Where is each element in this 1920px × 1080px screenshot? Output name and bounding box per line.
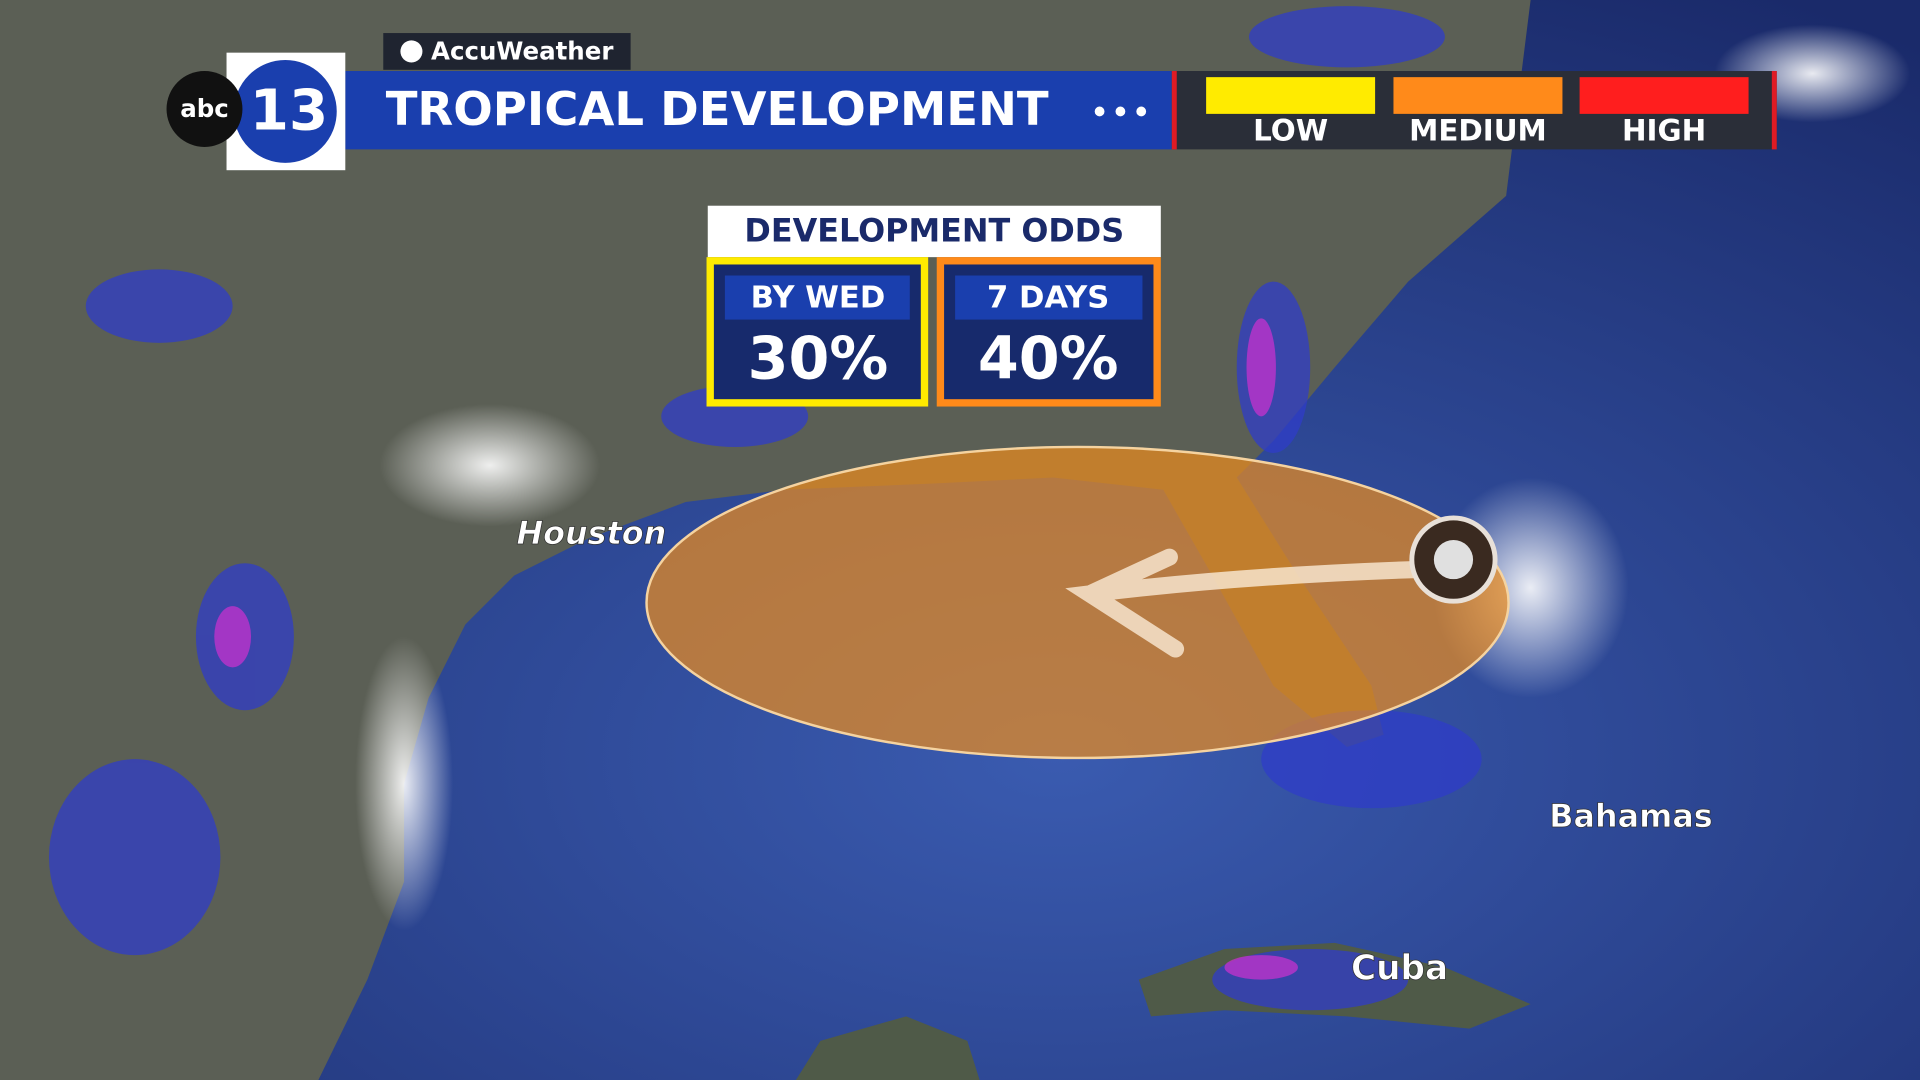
odds-value: 30% [748, 324, 889, 393]
odds-title: DEVELOPMENT ODDS [744, 212, 1124, 250]
logo-network-circle [166, 71, 243, 147]
map-label: Bahamas [1549, 797, 1712, 835]
legend-edge [1171, 71, 1177, 150]
odds-label-bg [724, 275, 910, 320]
motion-arrow [1065, 548, 1429, 658]
legend-label: HIGH [1622, 114, 1706, 148]
map-label: Cuba [1351, 948, 1448, 988]
odds-value: 40% [978, 324, 1119, 393]
yucatan-land [795, 1016, 980, 1080]
radar-heavy [214, 318, 1298, 980]
odds-title-bar [707, 205, 1161, 258]
sponsor-icon [400, 40, 423, 63]
legend-swatch-high [1579, 77, 1749, 114]
sponsor-bar [383, 33, 631, 70]
map-label: Houston [516, 514, 666, 552]
logo-network: abc [180, 94, 229, 123]
legend-edge [1771, 71, 1777, 150]
logo-channel: 13 [250, 79, 328, 144]
odds-label: BY WED [751, 280, 886, 315]
legend-label: LOW [1253, 114, 1328, 148]
legend-swatch-low [1206, 77, 1376, 114]
title-dots [1094, 106, 1147, 117]
sponsor: AccuWeather [431, 37, 613, 66]
title-bar [345, 71, 1172, 150]
title: TROPICAL DEVELOPMENT [386, 82, 1049, 136]
development-area [645, 445, 1510, 760]
legend-label: MEDIUM [1409, 114, 1547, 148]
legend-swatch-medium [1393, 77, 1563, 114]
odds-label: 7 DAYS [987, 280, 1109, 315]
odds-label-bg [955, 275, 1143, 320]
disturbance-center [1433, 540, 1474, 580]
